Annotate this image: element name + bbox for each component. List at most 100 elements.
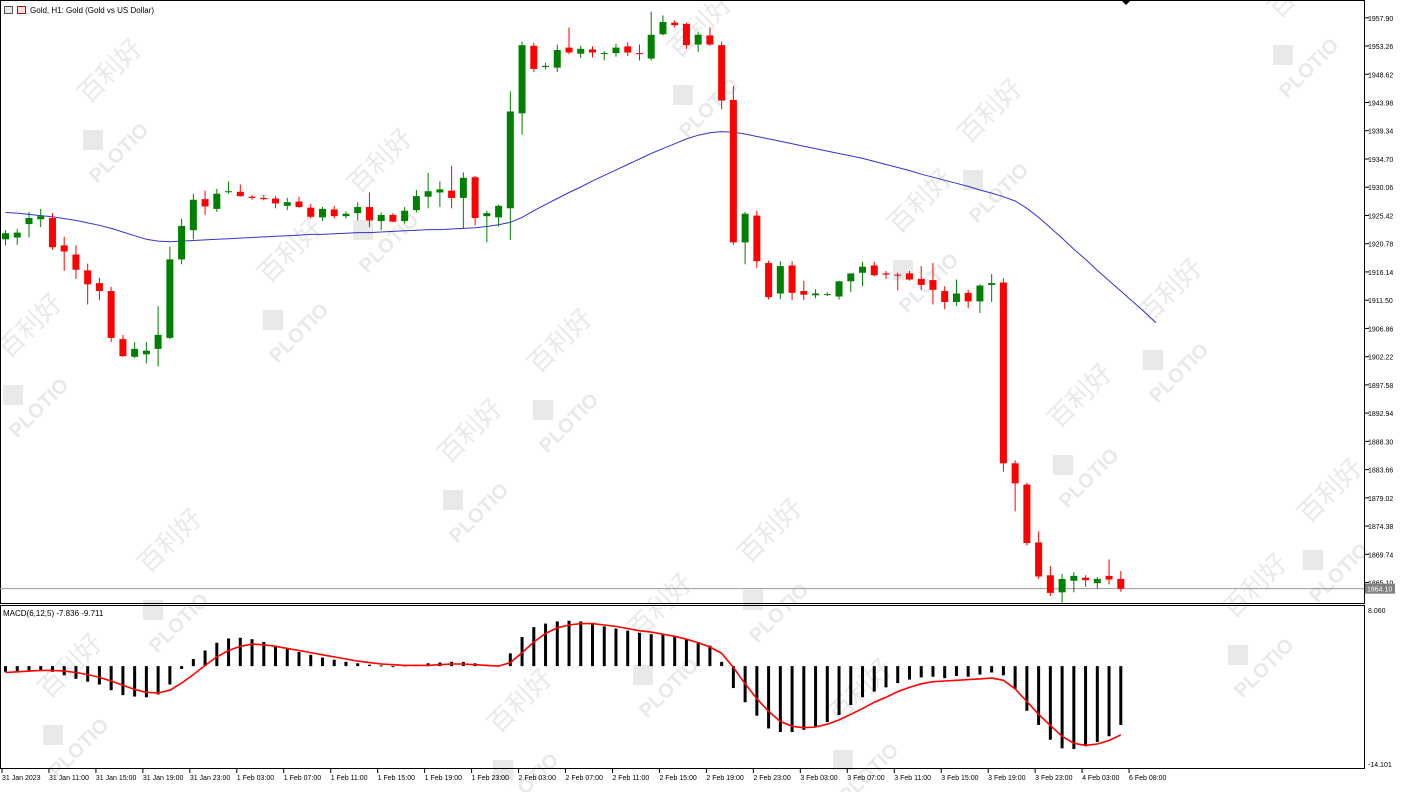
candle-body	[870, 265, 878, 276]
macd-bar	[4, 666, 7, 672]
candle	[812, 289, 820, 299]
price-pane	[0, 11, 1364, 603]
watermark: PLOTIO 百利好	[732, 493, 814, 648]
candle	[518, 41, 526, 135]
candle	[131, 342, 139, 358]
candle	[635, 44, 643, 61]
watermark-cn: 百利好	[522, 303, 598, 379]
macd-axis-top: 8.060	[1368, 608, 1386, 615]
time-axis-label: 1 Feb 23:00	[472, 775, 509, 782]
candle-body	[13, 232, 21, 238]
candle-body	[753, 215, 761, 262]
candle-body	[471, 177, 479, 219]
candle	[671, 20, 679, 28]
candle	[412, 190, 420, 213]
time-axis-label: 4 Feb 03:00	[1082, 775, 1119, 782]
candle-body	[882, 273, 890, 275]
time-axis-label: 3 Feb 03:00	[800, 775, 837, 782]
candle	[999, 278, 1007, 472]
macd-bar	[379, 665, 383, 667]
chart-type-icon	[17, 6, 26, 14]
candle-body	[295, 201, 303, 208]
watermark-cn: 百利好	[482, 663, 558, 739]
candle	[307, 204, 315, 219]
candle	[659, 15, 667, 36]
watermark-cn: 百利好	[1042, 358, 1118, 434]
candle	[706, 27, 714, 46]
candle	[542, 62, 550, 70]
macd-bar	[27, 666, 31, 671]
candle-body	[600, 53, 608, 55]
candle-body	[765, 263, 773, 298]
candle-body	[60, 245, 68, 252]
macd-bar	[931, 666, 935, 677]
macd-bar	[50, 666, 54, 672]
watermark-brand: PLOTIO	[535, 389, 603, 457]
macd-bar	[825, 666, 829, 723]
watermark: PLOTIO 百利好	[952, 73, 1034, 228]
watermark-brand: PLOTIO	[895, 249, 963, 317]
candle	[589, 46, 596, 58]
candle	[178, 218, 186, 265]
watermark-brand: PLOTIO	[1145, 339, 1213, 407]
candle	[236, 184, 244, 197]
candle-body	[542, 65, 550, 68]
price-axis-label: 1953.26	[1368, 44, 1393, 51]
watermark-brand: PLOTIO	[355, 209, 423, 277]
candle-body	[95, 283, 103, 292]
macd-bar	[731, 666, 735, 689]
time-axis: 31 Jan 2023 31 Jan 11:00 31 Jan 15:00 31 Ja…	[1, 769, 1167, 782]
candle	[483, 210, 491, 243]
candle	[870, 261, 878, 277]
candle-body	[330, 209, 338, 217]
candle	[988, 274, 996, 302]
macd-bar	[626, 630, 630, 667]
macd-indicator-label: MACD(6,12,5) -7.836 -9.711	[3, 609, 104, 618]
candle	[859, 261, 867, 287]
macd-bar	[649, 634, 653, 667]
candle-body	[365, 207, 373, 221]
candle	[753, 210, 761, 268]
macd-bar	[907, 666, 911, 680]
candle-body	[894, 274, 902, 276]
candle	[788, 261, 796, 301]
candle-body	[483, 213, 491, 217]
macd-bar	[1001, 666, 1005, 676]
time-axis-label: 6 Feb 08:00	[1129, 775, 1166, 782]
time-axis-label: 1 Feb 15:00	[378, 775, 415, 782]
macd-bar	[755, 666, 759, 716]
candle	[1046, 566, 1054, 596]
watermark: PLOTIO 百利好	[72, 33, 154, 188]
macd-bar	[696, 642, 700, 667]
candle	[37, 208, 45, 228]
candle-body	[647, 34, 655, 59]
macd-bar	[814, 666, 818, 727]
candle-body	[847, 273, 855, 282]
price-axis-label: 1888.30	[1368, 439, 1393, 446]
candle-body	[1058, 578, 1066, 593]
macd-bar	[109, 666, 113, 691]
macd-bar	[943, 666, 947, 679]
price-axis-label: 1916.14	[1368, 270, 1393, 277]
watermark-cn: 百利好	[132, 503, 208, 579]
candle	[1105, 559, 1113, 585]
price-axis-label: 1874.38	[1368, 524, 1393, 531]
candle	[495, 204, 503, 227]
shift-marker-icon[interactable]	[1121, 0, 1131, 5]
candle	[1058, 574, 1066, 603]
macd-bar	[1025, 666, 1029, 711]
macd-bar	[567, 620, 571, 667]
candle	[647, 11, 655, 61]
candle-body	[354, 207, 362, 214]
macd-bar	[391, 666, 395, 668]
macd-bar	[1084, 666, 1088, 747]
candle	[1070, 572, 1078, 593]
candle-body	[260, 197, 268, 200]
candle-body	[178, 225, 186, 260]
price-axis: 1957.90 1953.26 1948.62 1943.98 1939.34 1934.…	[1365, 16, 1395, 594]
watermark-cn: 百利好	[1262, 0, 1338, 24]
candle	[553, 44, 561, 72]
candle	[25, 211, 33, 238]
